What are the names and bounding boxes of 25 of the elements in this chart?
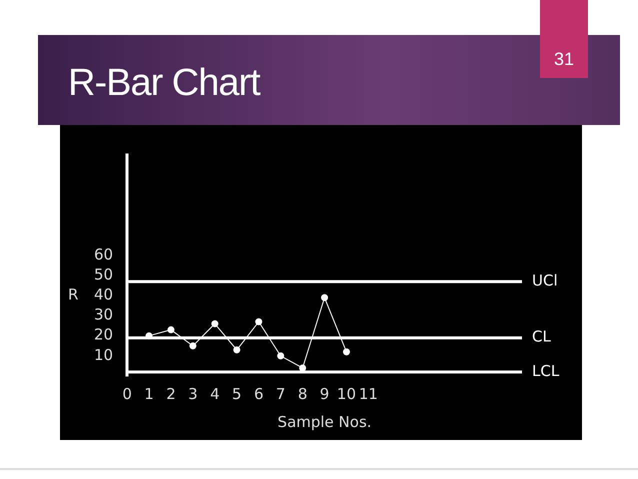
x-tick-label: 10 bbox=[336, 384, 356, 403]
chart-title: R-Bar Chart bbox=[68, 62, 260, 105]
text: 31 bbox=[540, 0, 588, 78]
x-tick-label: 2 bbox=[166, 384, 176, 403]
y-tick-label: 20 bbox=[94, 326, 114, 344]
x-axis-title: Sample Nos. bbox=[278, 412, 372, 431]
x-tick-label: 0 bbox=[122, 384, 132, 403]
y-tick-label: 10 bbox=[94, 346, 114, 364]
x-tick-label: 11 bbox=[358, 384, 378, 403]
y-tick-label: 30 bbox=[94, 306, 114, 324]
ref-line-label: UCl bbox=[532, 271, 558, 290]
y-tick-label: 60 bbox=[94, 245, 114, 264]
x-tick-label: 1 bbox=[144, 384, 154, 403]
x-tick-label: 5 bbox=[232, 384, 242, 403]
x-tick-label: 8 bbox=[298, 384, 308, 403]
y-tick-label: 40 bbox=[94, 286, 114, 304]
ref-line-label: LCL bbox=[532, 362, 560, 380]
ref-line-label: CL bbox=[532, 328, 552, 346]
x-tick-label: 3 bbox=[188, 384, 198, 403]
y-tick-label: 50 bbox=[94, 265, 114, 284]
x-tick-label: 4 bbox=[210, 384, 220, 403]
y-axis-title: R bbox=[68, 286, 78, 304]
x-tick-label: 7 bbox=[276, 384, 286, 403]
x-tick-label: 9 bbox=[320, 384, 330, 403]
x-tick-label: 6 bbox=[254, 384, 264, 403]
